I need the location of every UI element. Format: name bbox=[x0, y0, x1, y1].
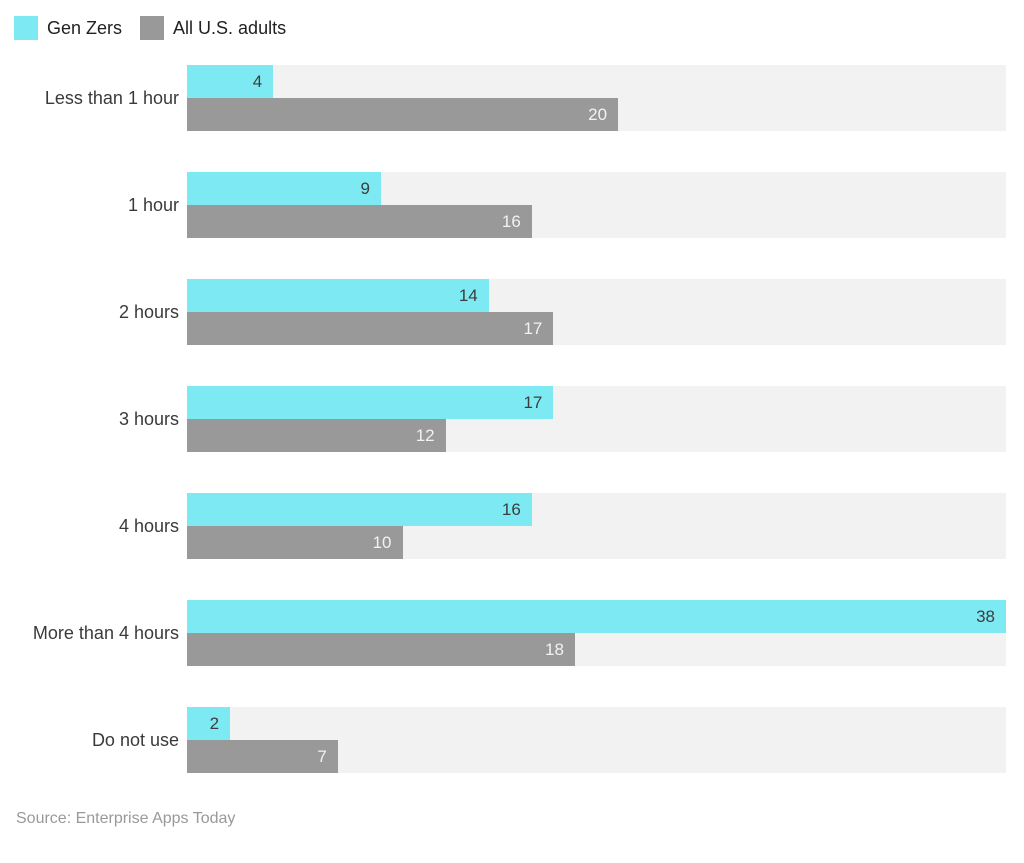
bar-value-label: 14 bbox=[458, 286, 478, 305]
bar-value-label: 17 bbox=[523, 319, 543, 338]
bar-gen-zers: 9 bbox=[187, 172, 381, 205]
bar-value-label: 20 bbox=[588, 105, 608, 124]
bar-track: 4 20 bbox=[187, 65, 1006, 131]
bar-all-adults: 16 bbox=[187, 205, 532, 238]
bar-value-label: 38 bbox=[976, 607, 995, 626]
chart-row: 2 hours 14 17 bbox=[0, 279, 1024, 345]
category-label: 4 hours bbox=[118, 515, 179, 536]
category-label: More than 4 hours bbox=[32, 622, 179, 643]
bar-track: 16 10 bbox=[187, 493, 1006, 559]
bar-track: 38 18 bbox=[187, 600, 1006, 666]
bar-value-label: 2 bbox=[209, 714, 220, 733]
chart-row: 4 hours 16 10 bbox=[0, 493, 1024, 559]
bar-value-label: 10 bbox=[372, 533, 392, 552]
chart-row: 3 hours 17 12 bbox=[0, 386, 1024, 452]
bar-value-label: 17 bbox=[523, 393, 543, 412]
bar-gen-zers: 38 bbox=[187, 600, 1006, 633]
bar-gen-zers: 16 bbox=[187, 493, 532, 526]
bar-value-label: 16 bbox=[501, 212, 521, 231]
bar-value-label: 12 bbox=[415, 426, 435, 445]
bar-value-label: 9 bbox=[360, 179, 370, 198]
bar-all-adults: 10 bbox=[187, 526, 403, 559]
legend-item-gen-zers: Gen Zers bbox=[14, 16, 122, 40]
bar-all-adults: 20 bbox=[187, 98, 619, 131]
source-note: Source: Enterprise Apps Today bbox=[16, 810, 236, 827]
chart-rows: Less than 1 hour 4 20 1 hour 9 16 2 hours 14 17 3… bbox=[0, 65, 1024, 773]
legend-label-gen-zers: Gen Zers bbox=[47, 17, 123, 38]
bar-all-adults: 17 bbox=[187, 312, 554, 345]
chart-row: Less than 1 hour 4 20 bbox=[0, 65, 1024, 131]
bar-value-label: 16 bbox=[501, 500, 521, 519]
bar-gen-zers: 4 bbox=[187, 65, 274, 98]
category-label: Less than 1 hour bbox=[44, 87, 179, 108]
chart-row: More than 4 hours 38 18 bbox=[0, 600, 1024, 666]
bar-all-adults: 7 bbox=[187, 740, 338, 773]
bar-value-label: 7 bbox=[317, 747, 327, 766]
bar-track: 9 16 bbox=[187, 172, 1006, 238]
bar-track: 17 12 bbox=[187, 386, 1006, 452]
legend: Gen Zers All U.S. adults bbox=[14, 16, 1024, 40]
bar-gen-zers: 2 bbox=[187, 707, 231, 740]
category-label: 2 hours bbox=[118, 301, 179, 322]
legend-item-all-adults: All U.S. adults bbox=[140, 16, 286, 40]
gen-zers-swatch-icon bbox=[14, 16, 38, 40]
bar-all-adults: 18 bbox=[187, 633, 575, 666]
bar-track: 14 17 bbox=[187, 279, 1006, 345]
category-label: Do not use bbox=[91, 729, 179, 750]
chart-row: 1 hour 9 16 bbox=[0, 172, 1024, 238]
bar-all-adults: 12 bbox=[187, 419, 446, 452]
legend-label-all-adults: All U.S. adults bbox=[173, 17, 287, 38]
category-label: 3 hours bbox=[118, 408, 179, 429]
bar-value-label: 18 bbox=[545, 640, 564, 659]
bar-gen-zers: 14 bbox=[187, 279, 489, 312]
chart-row: Do not use 2 7 bbox=[0, 707, 1024, 773]
all-adults-swatch-icon bbox=[140, 16, 165, 40]
bar-gen-zers: 17 bbox=[187, 386, 554, 419]
bar-value-label: 4 bbox=[252, 72, 263, 91]
category-label: 1 hour bbox=[127, 194, 179, 215]
